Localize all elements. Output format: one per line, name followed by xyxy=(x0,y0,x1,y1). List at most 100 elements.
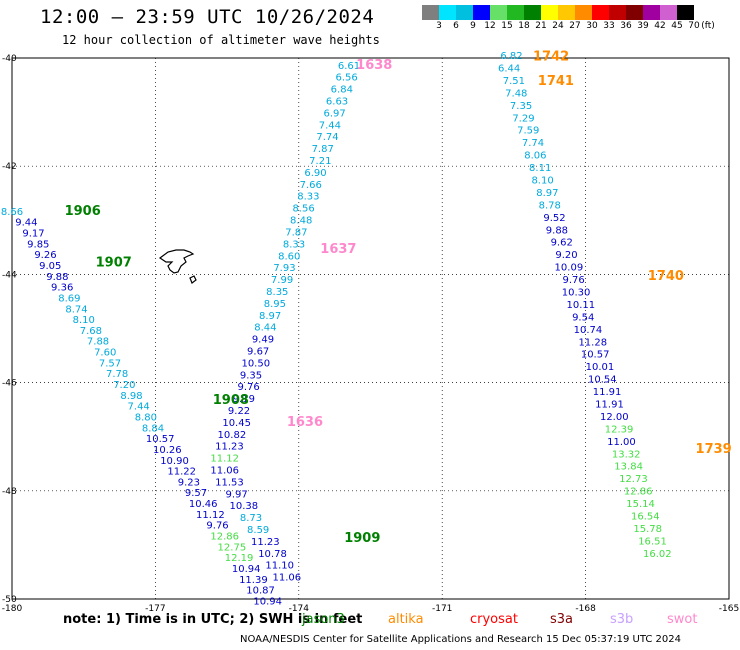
wave-height-value: 11.91 xyxy=(593,387,622,398)
legend-unit: (ft) xyxy=(701,21,715,31)
wave-height-value: 10.30 xyxy=(562,287,591,298)
wave-height-value: 9.76 xyxy=(563,275,585,286)
wave-height-value: 11.39 xyxy=(239,575,268,586)
satellite-jason3: jason3 xyxy=(302,612,345,627)
wave-height-value: 9.76 xyxy=(237,382,259,393)
wave-height-value: 9.05 xyxy=(39,261,61,272)
island-outline xyxy=(158,249,197,284)
wave-height-value: 10.45 xyxy=(222,418,251,429)
legend-label: 70 xyxy=(688,21,700,31)
wave-height-value: 9.44 xyxy=(15,218,37,229)
wave-height-value: 11.23 xyxy=(251,537,280,548)
wave-height-value: 8.66 xyxy=(1,207,23,218)
wave-height-value: 11.06 xyxy=(210,465,239,476)
pass-time-label: 1907 xyxy=(96,255,132,270)
pass-time-label: 1740 xyxy=(648,269,684,284)
track-1740: 6.82 6.447.517.48 7.357.29 7.597.74 8.068.11… xyxy=(498,51,672,560)
wave-height-value: 7.59 xyxy=(517,126,539,137)
pass-time-label: 1638 xyxy=(356,58,392,73)
wave-height-value: 8.60 xyxy=(278,251,300,262)
x-tick-label: -165 xyxy=(719,604,739,614)
y-tick-label: -46 xyxy=(2,379,17,389)
wave-height-value: 7.93 xyxy=(273,263,295,274)
wave-height-value: 8.97 xyxy=(259,311,281,322)
wave-height-value: 9.57 xyxy=(185,488,207,499)
wave-height-value: 11.91 xyxy=(595,399,624,410)
wave-height-value: 9.36 xyxy=(51,283,73,294)
wave-height-value: 7.51 xyxy=(503,76,525,87)
satellite-legend: jason3 altika cryosat s3a s3b swot xyxy=(0,612,740,630)
wave-height-value: 9.76 xyxy=(206,521,228,532)
wave-height-value: 7.99 xyxy=(271,275,293,286)
wave-height-value: 10.94 xyxy=(253,596,282,607)
wave-height-value: 11.23 xyxy=(215,442,244,453)
wave-height-value: 11.12 xyxy=(196,510,225,521)
wave-height-value: 8.56 xyxy=(292,204,314,215)
altimeter-tracks: 8.669.449.179.859.269.059.889.368.698.74… xyxy=(1,51,672,607)
satellite-cryosat: cryosat xyxy=(470,612,518,627)
map-frame xyxy=(11,57,730,600)
wave-height-value: 12.75 xyxy=(218,542,247,553)
x-tick-label: -174 xyxy=(289,604,310,614)
legend-swatch xyxy=(643,5,660,20)
wave-height-value: 7.74 xyxy=(316,132,338,143)
wave-height-value: 8.74 xyxy=(65,304,87,315)
wave-height-value: 9.88 xyxy=(546,225,568,236)
wave-height-value: 7.29 xyxy=(512,113,534,124)
legend-swatch xyxy=(626,5,643,20)
wave-height-value: 7.44 xyxy=(128,402,150,413)
legend-swatch xyxy=(660,5,677,20)
legend-swatch xyxy=(592,5,609,20)
wave-height-value: 7.35 xyxy=(510,101,532,112)
y-tick-label: -40 xyxy=(2,54,17,64)
wave-height-value: 7.87 xyxy=(312,144,334,155)
wave-height-value: 9.26 xyxy=(34,250,56,261)
satellite-s3a: s3a xyxy=(550,612,574,627)
wave-height-value: 6.63 xyxy=(326,97,348,108)
wave-height-value: 8.06 xyxy=(524,151,546,162)
wave-height-value: 10.38 xyxy=(230,501,259,512)
wave-height-value: 10.54 xyxy=(588,375,617,386)
legend-label: 15 xyxy=(501,21,513,31)
wave-height-value: 11.10 xyxy=(265,561,294,572)
legend-swatch xyxy=(439,5,456,20)
wave-height-value: 9.97 xyxy=(226,489,248,500)
wave-height-value: 16.02 xyxy=(643,549,672,560)
wave-height-value: 10.57 xyxy=(146,434,175,445)
axis-ticks: -180 -177 -174 -171 -168 -165 -40 -42 -44 -46 -48 -… xyxy=(2,54,739,614)
wave-height-value: 9.19 xyxy=(233,394,255,405)
wave-height-value: 10.78 xyxy=(258,549,287,560)
pass-time-label: 1908 xyxy=(213,393,249,408)
legend-label: 42 xyxy=(654,21,666,31)
wave-height-value: 7.87 xyxy=(285,227,307,238)
wave-height-value: 10.46 xyxy=(189,499,218,510)
y-tick-label: -50 xyxy=(2,595,17,605)
satellite-altika: altika xyxy=(388,612,424,627)
pass-time-labels: 1906 1907 1908 1909 1638 1637 1636 1742 1741 1740… xyxy=(65,50,732,546)
wave-height-value: 11.28 xyxy=(578,337,607,348)
wave-height-value: 7.78 xyxy=(106,369,128,380)
wave-height-value: 7.66 xyxy=(300,180,322,191)
wave-height-value: 12.19 xyxy=(225,553,254,564)
wave-height-value: 7.44 xyxy=(319,120,341,131)
wave-height-value: 9.85 xyxy=(27,239,49,250)
wave-height-value: 11.00 xyxy=(607,437,636,448)
wave-height-value: 8.10 xyxy=(73,315,95,326)
wave-height-value: 8.80 xyxy=(135,412,157,423)
wave-height-value: 8.73 xyxy=(240,513,262,524)
credit-line: NOAA/NESDIS Center for Satellite Applica… xyxy=(240,634,682,645)
page-title: 12:00 – 23:59 UTC 10/26/2024 xyxy=(40,6,375,28)
legend-swatch xyxy=(677,5,694,20)
wave-height-value: 8.97 xyxy=(536,188,558,199)
wave-height-value: 13.32 xyxy=(612,449,641,460)
pass-time-label: 1741 xyxy=(538,74,574,89)
wave-height-value: 7.48 xyxy=(505,88,527,99)
wave-height-value: 9.20 xyxy=(555,250,577,261)
wave-height-value: 9.49 xyxy=(252,335,274,346)
wave-height-value: 12.00 xyxy=(600,412,629,423)
legend-label: 6 xyxy=(453,21,459,31)
legend-label: 12 xyxy=(484,21,496,31)
wave-height-value: 8.98 xyxy=(120,391,142,402)
wave-height-value: 6.90 xyxy=(304,168,326,179)
wave-height-value: 7.74 xyxy=(522,138,544,149)
